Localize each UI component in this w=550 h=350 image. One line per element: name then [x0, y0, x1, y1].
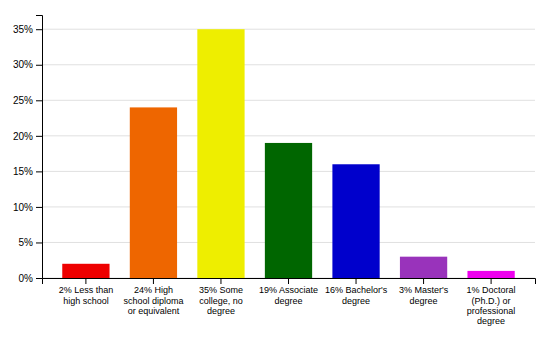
x-tick-label-line: 3% Master's: [399, 285, 449, 295]
x-tick-label-line: degree: [274, 296, 302, 306]
x-tick-label-line: high school: [63, 296, 109, 306]
x-tick-label-line: or equivalent: [128, 306, 180, 316]
y-tick-mark: [36, 242, 42, 243]
x-tick-label-line: college, no: [199, 296, 243, 306]
x-tick-label-line: 1% Doctoral: [467, 285, 516, 295]
bar: [265, 143, 312, 278]
y-tick-mark: [36, 65, 42, 66]
y-tick: 20%: [13, 131, 42, 142]
y-axis-line: [36, 16, 43, 279]
x-tick-label-line: degree: [207, 306, 235, 316]
x-tick-label-line: degree: [477, 316, 505, 326]
x-tick-label-line: degree: [410, 296, 438, 306]
x-tick-label: 35% Somecollege, nodegree: [199, 285, 243, 316]
bar: [197, 29, 244, 278]
bar: [62, 264, 109, 278]
x-tick-label-line: 16% Bachelor's: [325, 285, 388, 295]
x-tick-label-line: school diploma: [123, 296, 183, 306]
x-tick-label: 24% Highschool diplomaor equivalent: [123, 285, 183, 316]
x-tick: 16% Bachelor'sdegree: [325, 278, 388, 306]
x-tick-label-line: degree: [342, 296, 370, 306]
x-axis: 2% Less thanhigh school 24% Highschool di…: [43, 278, 536, 326]
y-tick-mark: [36, 207, 42, 208]
x-tick-label: 2% Less thanhigh school: [59, 285, 114, 305]
x-tick: 19% Associatedegree: [259, 278, 318, 306]
y-tick-label: 20%: [13, 131, 33, 142]
grid-line: [42, 100, 535, 101]
x-tick: 24% Highschool diplomaor equivalent: [123, 278, 183, 316]
x-tick-label-line: (Ph.D.) or: [472, 296, 511, 306]
x-tick-mark: [423, 278, 424, 284]
x-axis-line: [43, 279, 536, 285]
x-tick-label-line: 35% Some: [199, 285, 243, 295]
x-tick-label-line: 2% Less than: [59, 285, 114, 295]
x-tick-label-line: 24% High: [134, 285, 173, 295]
x-tick: 3% Master'sdegree: [399, 278, 449, 306]
y-tick-label: 15%: [13, 166, 33, 177]
y-tick-label: 30%: [13, 59, 33, 70]
y-tick: 0%: [19, 273, 42, 284]
y-tick: 30%: [13, 59, 42, 70]
x-tick-mark: [220, 278, 221, 284]
x-tick-label-line: professional: [467, 306, 516, 316]
x-tick-label: 16% Bachelor'sdegree: [325, 285, 388, 305]
x-tick: 2% Less thanhigh school: [59, 278, 114, 306]
grid-line: [42, 135, 535, 136]
y-tick: 35%: [13, 24, 42, 35]
grid-line: [42, 29, 535, 30]
bars: [62, 29, 514, 278]
grid: [42, 29, 535, 278]
y-tick: 25%: [13, 95, 42, 106]
bar: [400, 257, 447, 278]
y-tick: 10%: [13, 202, 42, 213]
plot: 0% 5% 10% 15% 20% 25% 30% 35% 2% Less thanhigh s…: [13, 16, 536, 327]
y-tick: 5%: [19, 237, 42, 248]
x-tick-mark: [288, 278, 289, 284]
bar: [332, 164, 379, 278]
x-tick-label: 1% Doctoral(Ph.D.) orprofessionaldegree: [467, 285, 516, 326]
x-tick-mark: [356, 278, 357, 284]
y-tick-label: 0%: [19, 273, 34, 284]
y-tick-label: 35%: [13, 24, 33, 35]
y-tick: 15%: [13, 166, 42, 177]
x-tick-label: 19% Associatedegree: [259, 285, 318, 305]
y-tick-mark: [36, 171, 42, 172]
y-tick-label: 5%: [19, 237, 34, 248]
y-tick-label: 10%: [13, 202, 33, 213]
y-tick-mark: [36, 136, 42, 137]
x-tick-mark: [85, 278, 86, 284]
x-tick: 1% Doctoral(Ph.D.) orprofessionaldegree: [467, 278, 516, 326]
x-tick-label-line: 19% Associate: [259, 285, 318, 295]
x-tick-mark: [153, 278, 154, 284]
bar: [130, 107, 177, 278]
y-axis: 0% 5% 10% 15% 20% 25% 30% 35%: [13, 16, 43, 284]
y-tick-mark: [36, 29, 42, 30]
chart: 0% 5% 10% 15% 20% 25% 30% 35% 2% Less thanhigh s…: [0, 0, 550, 350]
y-tick-mark: [36, 100, 42, 101]
bar: [467, 271, 514, 278]
x-tick-mark: [491, 278, 492, 284]
x-tick-label: 3% Master'sdegree: [399, 285, 449, 305]
y-tick-label: 25%: [13, 95, 33, 106]
x-tick: 35% Somecollege, nodegree: [199, 278, 243, 316]
y-tick-mark: [36, 278, 42, 279]
grid-line: [42, 64, 535, 65]
